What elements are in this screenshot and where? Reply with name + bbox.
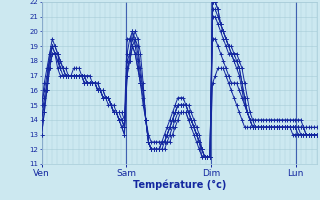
X-axis label: Température (°c): Température (°c) (132, 179, 226, 190)
